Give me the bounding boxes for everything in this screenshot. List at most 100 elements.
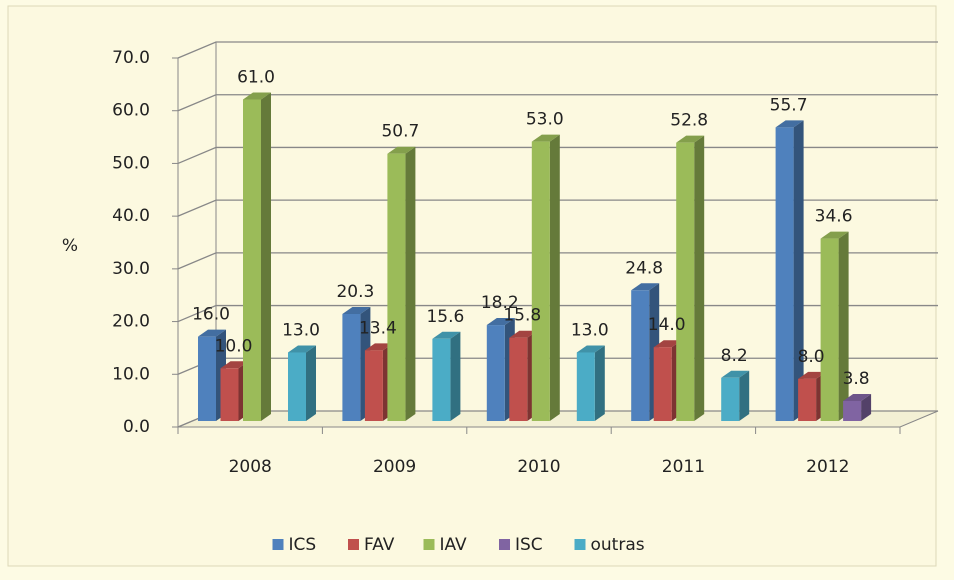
bar-top	[721, 370, 750, 378]
bar-side	[861, 393, 872, 421]
bar	[843, 393, 872, 421]
bar-front	[509, 337, 528, 421]
data-label: 10.0	[215, 336, 253, 356]
bar-top	[198, 329, 226, 337]
bar-side	[838, 231, 849, 421]
bar	[531, 134, 560, 421]
data-label: 13.0	[282, 320, 320, 340]
legend-swatch	[499, 539, 510, 550]
data-label: 15.8	[503, 306, 541, 326]
bar-front	[486, 325, 505, 421]
bar-side	[261, 92, 271, 421]
legend-label: FAV	[364, 535, 395, 555]
grid-line	[177, 94, 938, 112]
data-label: 20.3	[336, 282, 374, 302]
bar-front	[576, 352, 595, 421]
x-tick-label: 2012	[806, 457, 849, 477]
bar-top	[387, 146, 416, 154]
bar-top	[364, 343, 393, 351]
x-tick-label: 2010	[517, 457, 560, 477]
bar-top	[486, 318, 515, 326]
legend-label: IAV	[440, 535, 468, 555]
data-label: 50.7	[381, 122, 419, 142]
bar-top	[288, 345, 316, 353]
y-tick-label: 10.0	[112, 364, 150, 384]
x-tick-label: 2008	[229, 457, 272, 477]
data-label: 24.8	[625, 258, 663, 278]
bar-top	[798, 371, 827, 379]
data-label: 16.0	[192, 305, 230, 325]
bar-top	[631, 283, 660, 291]
bar-top	[432, 331, 461, 339]
data-label: 3.8	[843, 369, 870, 389]
bar-front	[820, 238, 839, 421]
legend-swatch	[348, 539, 359, 550]
legend-swatch	[272, 539, 284, 550]
bar-front	[631, 290, 650, 421]
data-label: 13.4	[359, 318, 397, 338]
bar-front	[653, 347, 672, 421]
bar-front	[364, 350, 383, 421]
data-label: 61.0	[237, 67, 275, 87]
bar-side	[594, 345, 605, 421]
bar-top	[342, 306, 371, 314]
legend-swatch	[423, 539, 435, 550]
bar-side	[549, 134, 560, 421]
data-label: 53.0	[526, 110, 564, 130]
bar-top	[220, 361, 249, 369]
bar-top	[820, 231, 849, 239]
bar-front	[843, 400, 862, 421]
y-axis-label: %	[62, 236, 78, 256]
data-label: 55.7	[770, 95, 808, 115]
bar	[576, 345, 605, 421]
bar-top	[509, 330, 538, 338]
bar-side	[306, 345, 316, 421]
bar	[288, 345, 316, 421]
bar-front	[243, 99, 261, 421]
data-label: 34.6	[815, 207, 853, 227]
grid-line	[177, 41, 938, 59]
bar-front	[198, 336, 216, 421]
y-tick-label: 70.0	[112, 48, 150, 68]
legend-label: ISC	[515, 535, 543, 555]
bar-front	[775, 127, 794, 421]
data-label: 18.2	[481, 293, 519, 313]
bar-top	[576, 345, 605, 353]
bar-top	[775, 120, 804, 128]
data-label: 15.6	[426, 307, 464, 327]
bar-side	[694, 135, 705, 421]
bar-side	[405, 146, 416, 421]
bar-top	[653, 340, 682, 348]
data-label: 52.8	[670, 111, 708, 131]
data-label: 8.2	[721, 346, 748, 366]
bar	[243, 92, 271, 421]
bar-top	[531, 134, 560, 142]
legend-label: ICS	[289, 535, 317, 555]
bar-side	[793, 120, 804, 421]
bar-front	[387, 153, 406, 421]
bar-top	[843, 393, 872, 401]
y-tick-label: 60.0	[112, 101, 150, 121]
bar-front	[798, 378, 817, 421]
data-label: 13.0	[571, 320, 609, 340]
bar-front	[220, 368, 239, 421]
legend-label: outras	[591, 535, 645, 555]
bar-front	[342, 313, 361, 421]
y-tick-label: 50.0	[112, 153, 150, 173]
bar	[676, 135, 705, 421]
bar	[775, 120, 804, 421]
bar-front	[676, 142, 695, 421]
y-tick-label: 30.0	[112, 259, 150, 279]
bar	[721, 370, 750, 421]
data-label: 8.0	[798, 347, 825, 367]
bar-front	[288, 352, 306, 421]
bar-side	[739, 370, 750, 421]
bar-top	[243, 92, 271, 100]
y-tick-label: 20.0	[112, 312, 150, 332]
data-label: 14.0	[648, 315, 686, 335]
bar-top	[676, 135, 705, 143]
bar-front	[432, 338, 451, 421]
bar	[387, 146, 416, 421]
bar-front	[531, 141, 550, 421]
